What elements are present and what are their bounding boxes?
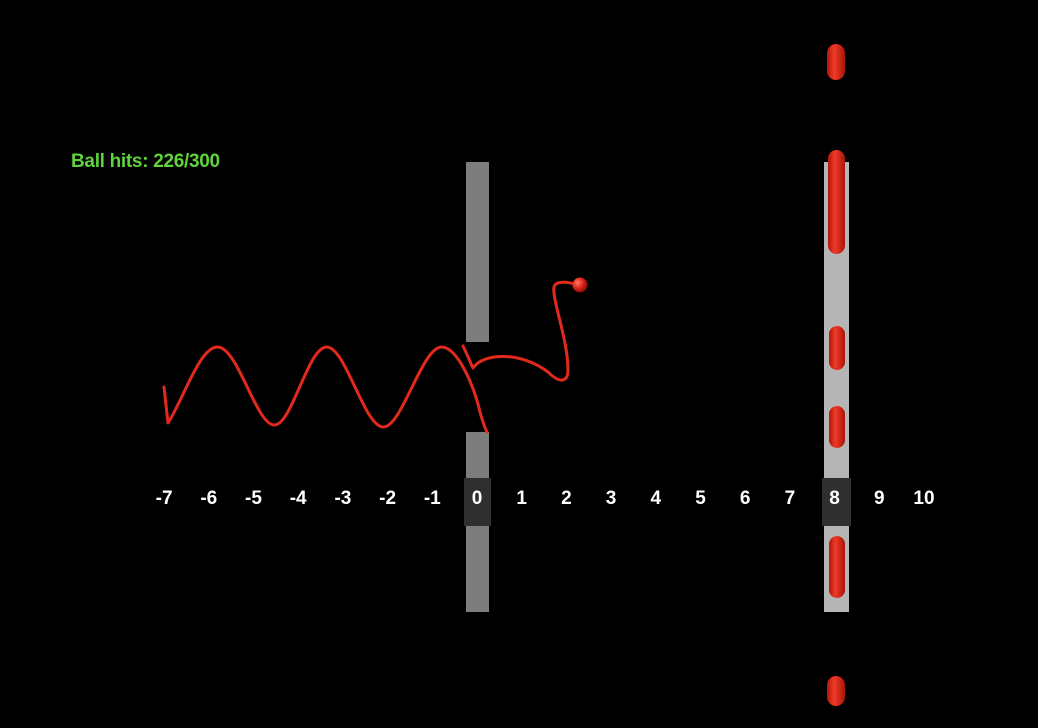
axis-tick-label: 5 bbox=[695, 488, 706, 509]
ball-hits-counter: Ball hits: 226/300 bbox=[71, 151, 220, 172]
axis-tick-label: -5 bbox=[245, 488, 262, 509]
ball bbox=[572, 277, 588, 293]
axis-tick-label: -3 bbox=[334, 488, 352, 509]
axis-tick-label: 10 bbox=[913, 488, 935, 509]
hit-cluster bbox=[829, 326, 845, 370]
axis-tick-label: -4 bbox=[289, 488, 307, 509]
hit-cluster bbox=[829, 536, 845, 598]
hit-cluster bbox=[827, 44, 845, 80]
axis-tick-label: 0 bbox=[471, 488, 483, 509]
axis-tick-label: 4 bbox=[650, 488, 662, 509]
axis-tick-label: -2 bbox=[379, 488, 397, 509]
hit-cluster bbox=[827, 676, 845, 706]
axis-tick-label: 2 bbox=[561, 488, 572, 509]
axis-tick-label: 3 bbox=[605, 488, 617, 509]
axis-tick-label: 9 bbox=[874, 488, 885, 509]
axis-tick-label: -6 bbox=[200, 488, 218, 509]
hit-cluster bbox=[828, 150, 845, 254]
hit-clusters bbox=[827, 44, 845, 706]
hit-cluster bbox=[829, 406, 845, 448]
axis-tick-label: 7 bbox=[784, 488, 796, 509]
axis-tick-label: 6 bbox=[739, 488, 751, 509]
axis-band-zero bbox=[464, 478, 491, 526]
axis-tick-label: 1 bbox=[516, 488, 527, 509]
axis-tick-label: -1 bbox=[423, 488, 441, 509]
slit-wall-upper bbox=[466, 162, 489, 342]
axis-tick-label: -7 bbox=[155, 488, 173, 509]
axis-band-eight bbox=[822, 478, 851, 526]
ball-trajectory bbox=[162, 280, 582, 434]
axis-tick-label: 8 bbox=[829, 488, 840, 509]
